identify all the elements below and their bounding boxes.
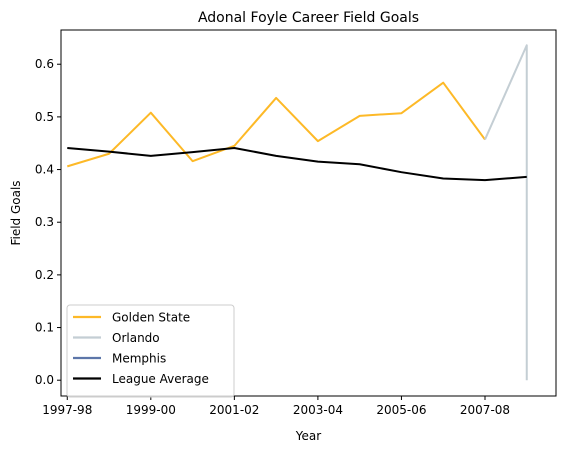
y-axis-label: Field Goals bbox=[9, 180, 23, 245]
x-axis-label: Year bbox=[295, 429, 321, 443]
legend-label-golden-state: Golden State bbox=[112, 311, 190, 325]
x-tick-label: 2001-02 bbox=[209, 403, 259, 417]
y-tick-label: 0.4 bbox=[35, 163, 54, 177]
y-tick-label: 0.0 bbox=[35, 373, 54, 387]
x-tick-label: 2007-08 bbox=[460, 403, 510, 417]
x-axis: 1997-98 1999-00 2001-02 2003-04 2005-06 2007-… bbox=[42, 396, 510, 417]
x-tick-label: 2005-06 bbox=[376, 403, 426, 417]
y-tick-label: 0.2 bbox=[35, 268, 54, 282]
x-tick-label: 1999-00 bbox=[126, 403, 176, 417]
chart-title: Adonal Foyle Career Field Goals bbox=[198, 10, 419, 26]
legend-label-orlando: Orlando bbox=[112, 331, 160, 345]
x-tick-label: 1997-98 bbox=[42, 403, 92, 417]
legend: Golden State Orlando Memphis League Average bbox=[67, 305, 234, 397]
y-tick-label: 0.1 bbox=[35, 321, 54, 335]
x-tick-label: 2003-04 bbox=[293, 403, 343, 417]
y-tick-label: 0.5 bbox=[35, 110, 54, 124]
y-axis: 0.0 0.1 0.2 0.3 0.4 0.5 0.6 bbox=[35, 57, 61, 387]
y-tick-label: 0.6 bbox=[35, 57, 54, 71]
legend-label-league-average: League Average bbox=[112, 372, 209, 386]
y-tick-label: 0.3 bbox=[35, 215, 54, 229]
legend-label-memphis: Memphis bbox=[112, 352, 166, 366]
